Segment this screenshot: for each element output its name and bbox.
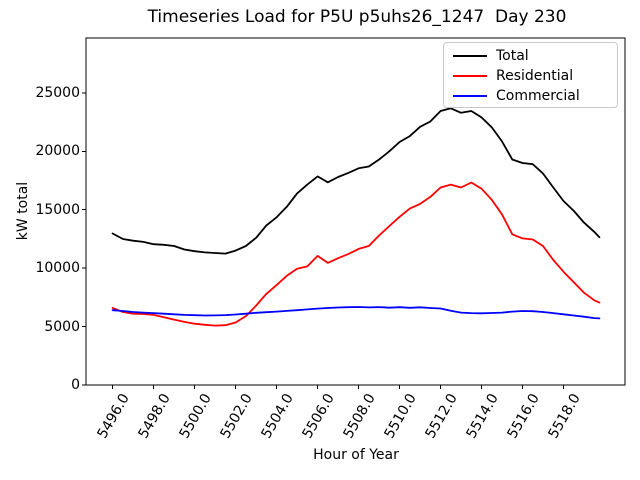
series-line-residential [111,181,601,327]
legend-row-total: Total [453,46,608,66]
legend-row-residential: Residential [453,66,608,86]
x-axis-label: Hour of Year [313,447,399,463]
legend-label: Total [496,48,529,64]
y-tick-label: 15000 [35,201,80,218]
legend-line-swatch [453,75,487,77]
y-tick-label: 0 [71,377,80,393]
y-tick-label: 25000 [35,84,80,101]
legend-label: Commercial [496,88,580,104]
axes-spines [85,37,626,386]
y-tick-label: 20000 [35,143,80,160]
series-line-total [111,107,601,255]
y-tick-label: 10000 [35,260,80,277]
legend-label: Residential [496,68,574,84]
legend: Total Residential Commercial [443,42,618,108]
legend-line-swatch [453,55,487,57]
series-line-commercial [111,306,601,320]
legend-line-swatch [453,95,487,97]
chart-title: Timeseries Load for P5U p5uhs26_1247 Day… [147,7,567,27]
y-tick-label: 5000 [44,318,80,335]
legend-row-commercial: Commercial [453,86,608,106]
